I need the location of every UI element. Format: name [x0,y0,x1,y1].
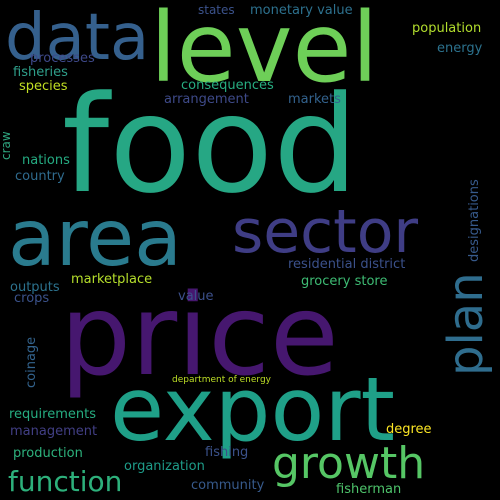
word-population: population [412,21,482,36]
word-marketplace: marketplace [71,272,153,287]
word-value: value [178,289,214,304]
word-degree: degree [386,422,432,437]
word-markets: markets [288,92,341,107]
word-consequences: consequences [181,78,274,93]
word-plan: plan [438,272,494,376]
word-sector: sector [232,197,419,267]
word-coinage: coinage [24,336,39,388]
word-department-of-energy: department of energy [172,375,271,385]
word-country: country [15,169,65,184]
word-nations: nations [22,153,70,168]
word-growth: growth [272,438,426,489]
word-processes: processes [30,51,95,66]
word-outputs: outputs [10,280,60,295]
word-food: food [62,67,359,223]
word-requirements: requirements [9,407,96,422]
word-price: price [60,271,339,401]
word-fisherman: fisherman [336,482,402,497]
word-management: management [10,424,98,439]
word-export: export [110,358,396,461]
word-function: function [8,465,123,498]
word-community: community [191,478,265,493]
word-level: level [150,0,379,104]
word-grocery-store: grocery store [301,274,388,289]
word-area: area [8,194,182,284]
word-residential-district: residential district [288,257,406,272]
word-production: production [13,446,83,461]
word-designations: designations [467,179,482,262]
word-states: states [198,3,235,17]
word-data: data [5,1,150,75]
word-fishing: fishing [205,445,249,460]
word-fisheries: fisheries [13,65,68,80]
word-craw: craw [0,131,13,160]
word-arrangement: arrangement [164,92,249,107]
word-species: species [19,79,68,94]
word-crops: crops [14,291,50,306]
word-monetary-value: monetary value [250,3,353,18]
word-organization: organization [124,459,205,474]
word-energy: energy [437,41,483,56]
